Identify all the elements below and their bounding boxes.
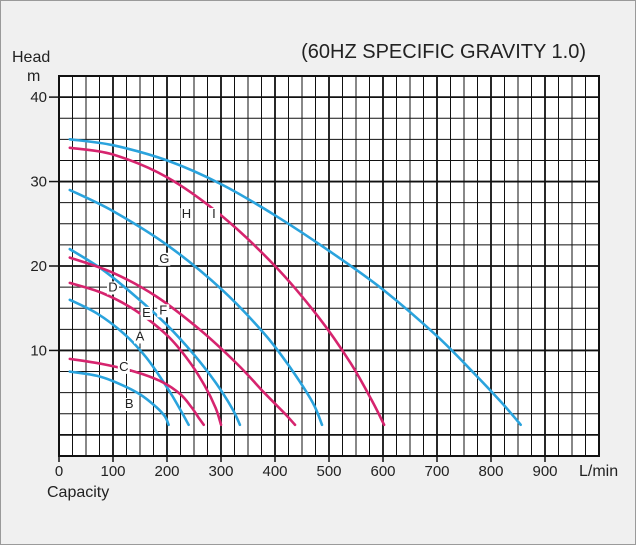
x-tick-label: 500: [316, 463, 341, 480]
curve-label-c: C: [119, 359, 128, 374]
x-tick-label: 0: [55, 463, 63, 480]
curve-label-background: [157, 304, 170, 318]
curve-label-a: A: [136, 328, 145, 343]
y-tick-label: 40: [30, 89, 47, 106]
curve-a: [68, 298, 190, 427]
curve-label-background: [134, 330, 146, 344]
chart-title: (60HZ SPECIFIC GRAVITY 1.0): [301, 41, 586, 63]
curve-label-h: H: [182, 206, 191, 221]
curve-h: [68, 146, 386, 427]
y-tick-label: 30: [30, 174, 47, 191]
curve-label-background: [207, 208, 220, 222]
x-tick-label: 700: [424, 463, 449, 480]
x-tick-label: 100: [100, 463, 125, 480]
y-axis-label: Head: [12, 49, 50, 66]
curve-label-i: I: [212, 206, 216, 221]
curve-e: [68, 247, 242, 427]
curves: A B C D E F G H I: [68, 138, 522, 427]
curve-label-b: B: [125, 396, 134, 411]
curve-label-background: [140, 306, 153, 320]
curve-c: [68, 357, 205, 427]
curve-label-d: D: [108, 279, 117, 294]
x-tick-label: 800: [478, 463, 503, 480]
y-tick-label: 20: [30, 258, 47, 275]
x-axis-unit: L/min: [579, 463, 618, 480]
curve-label-background: [158, 252, 171, 266]
x-axis-label: Capacity: [47, 484, 109, 501]
curve-label-background: [107, 281, 119, 295]
tick-marks: [49, 96, 546, 462]
y-tick-label: 10: [30, 342, 47, 359]
curve-label-background: [117, 360, 130, 374]
x-tick-label: 300: [208, 463, 233, 480]
x-tick-label: 600: [370, 463, 395, 480]
curve-label-e: E: [142, 305, 151, 320]
curve-label-f: F: [159, 302, 167, 317]
curve-d: [68, 281, 223, 427]
y-axis-unit: m: [27, 68, 40, 85]
curve-label-background: [123, 398, 136, 412]
curve-b: [68, 370, 170, 427]
curve-f: [68, 256, 297, 427]
x-tick-label: 900: [532, 463, 557, 480]
x-tick-label: 200: [154, 463, 179, 480]
x-tick-label: 400: [262, 463, 287, 480]
grid: [59, 76, 599, 456]
curve-label-g: G: [159, 251, 169, 266]
curve-g: [68, 188, 324, 427]
tick-labels: 0 100 200 300 400 500 600 700 800 900 10 20 30 40: [30, 89, 557, 480]
curve-label-background: [180, 208, 193, 222]
curve-i: [68, 138, 522, 427]
